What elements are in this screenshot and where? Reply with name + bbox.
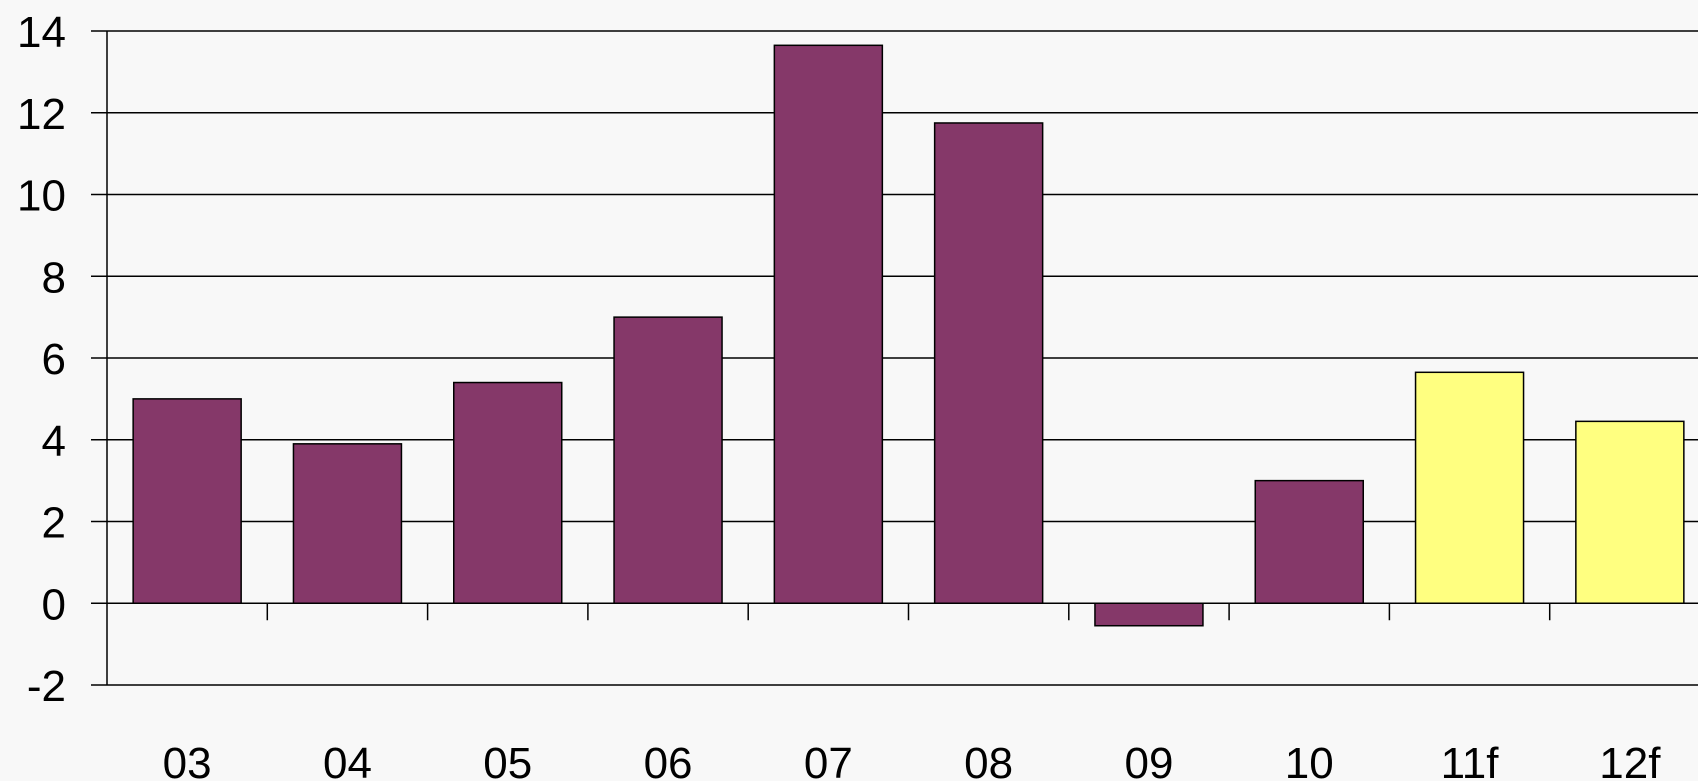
bar-12f xyxy=(1575,420,1685,605)
y-tick-label: -2 xyxy=(27,662,66,711)
x-tick-label: 11f xyxy=(1441,739,1500,781)
x-tick-label: 07 xyxy=(804,739,853,781)
y-tick-label: 10 xyxy=(17,172,66,221)
bar-06 xyxy=(613,316,723,604)
bar-03 xyxy=(132,398,242,604)
x-tick-label: 12f xyxy=(1599,739,1661,781)
x-tick-label: 04 xyxy=(323,739,372,781)
bar-09 xyxy=(1094,602,1204,627)
bars xyxy=(132,44,1685,627)
bar-08 xyxy=(933,122,1044,604)
x-tick-label: 05 xyxy=(483,739,532,781)
y-tick-label: 6 xyxy=(42,335,66,384)
x-tick-label: 06 xyxy=(644,739,693,781)
y-tick-label: 14 xyxy=(17,8,66,57)
x-tick-label: 09 xyxy=(1124,739,1173,781)
bar-11f xyxy=(1414,371,1525,604)
y-tick-label: 2 xyxy=(42,499,66,548)
bar-05 xyxy=(453,381,563,604)
x-tick-label: 03 xyxy=(163,739,212,781)
y-tick-label: 4 xyxy=(42,417,66,466)
y-tick-label: 0 xyxy=(42,580,66,629)
bar-04 xyxy=(292,443,403,604)
bar-10 xyxy=(1254,479,1364,604)
tick-labels: -2 0 2 4 6 8 10 12 14 03 04 05 06 07 08 09 10 11f 12f xyxy=(17,8,1661,781)
x-tick-label: 10 xyxy=(1285,739,1334,781)
y-tick-label: 12 xyxy=(17,90,66,139)
bar-07 xyxy=(773,44,884,604)
axes xyxy=(91,30,1698,686)
x-tick-label: 08 xyxy=(964,739,1013,781)
y-tick-label: 8 xyxy=(42,253,66,302)
